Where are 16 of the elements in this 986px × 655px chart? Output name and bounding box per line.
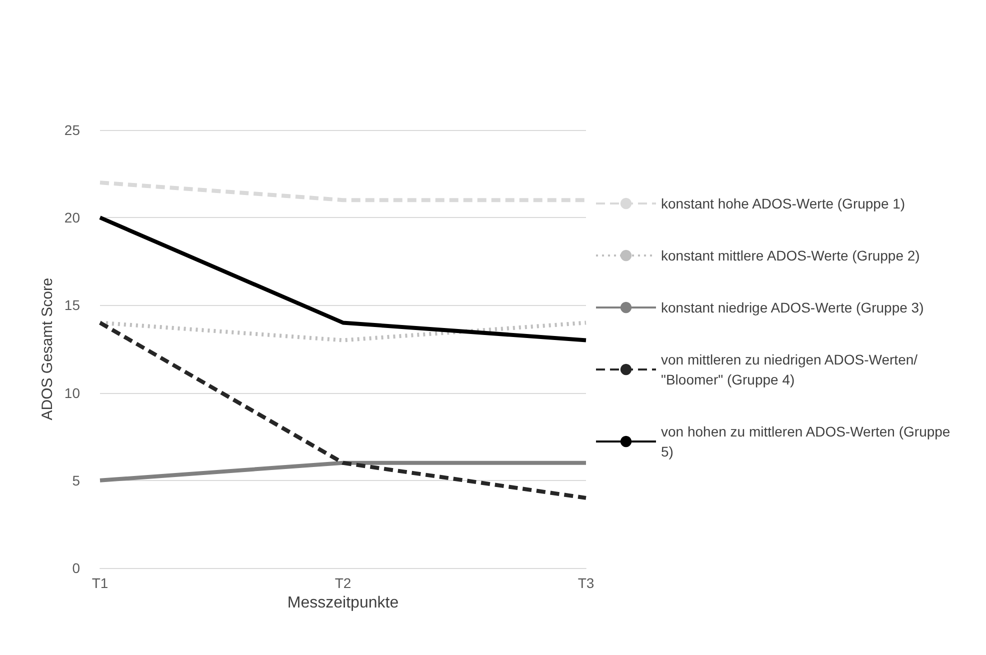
x-tick-label: T3 — [578, 575, 594, 591]
legend-label: konstant niedrige ADOS-Werte (Gruppe 3) — [661, 300, 924, 316]
x-axis-title: Messzeitpunkte — [287, 594, 399, 612]
x-tick-label: T1 — [92, 575, 108, 591]
y-tick-label: 25 — [64, 122, 80, 138]
x-tick-label: T2 — [334, 575, 352, 591]
legend-label: konstant hohe ADOS-Werte (Gruppe 1) — [661, 196, 906, 212]
y-tick-label: 0 — [72, 560, 80, 576]
y-axis-title: ADOS Gesamt Score — [39, 278, 56, 420]
y-tick-label: 20 — [64, 210, 80, 226]
y-tick-label: 5 — [72, 472, 80, 488]
legend-label: von mittleren zu niedrigen ADOS-Werten/"Bloomer" (Gruppe 4) — [661, 352, 918, 388]
y-tick-label: 10 — [64, 384, 80, 401]
legend-label: konstant mittlere ADOS-Werte (Gruppe 2) — [661, 248, 920, 264]
y-tick-label: 15 — [64, 297, 80, 314]
legend-label: von hohen zu mittleren ADOS-Werten (Gruppe 5) — [661, 424, 954, 460]
